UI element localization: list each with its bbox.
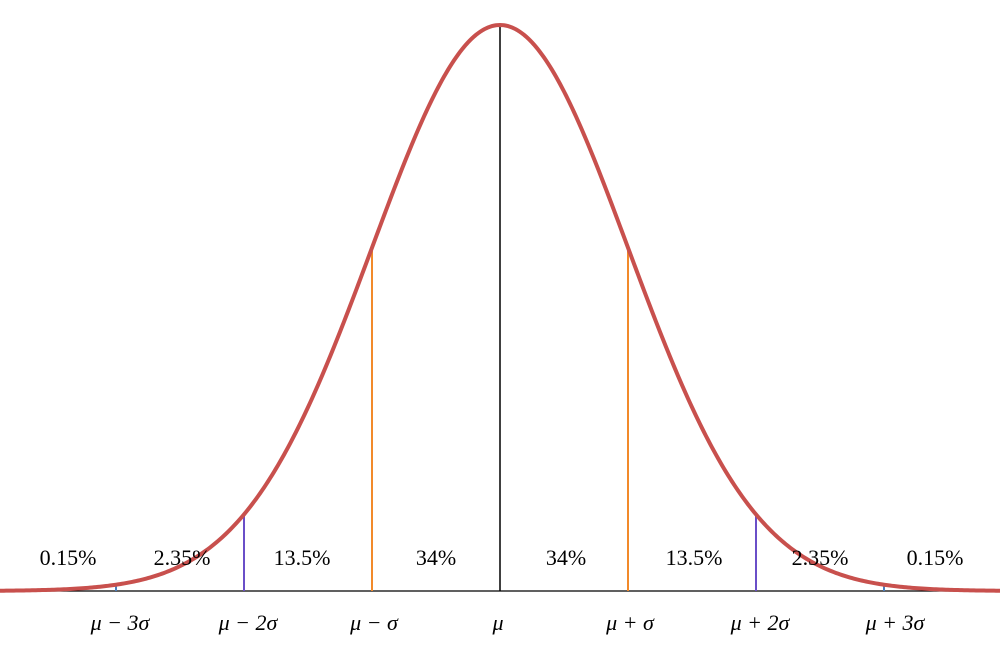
- region-label: 0.15%: [40, 545, 97, 570]
- axis-label: μ: [491, 610, 503, 635]
- axis-label: μ − 2σ: [218, 610, 279, 635]
- axis-label: μ − σ: [349, 610, 399, 635]
- axis-label: μ + σ: [605, 610, 655, 635]
- region-label: 2.35%: [792, 545, 849, 570]
- axis-label: μ + 2σ: [730, 610, 791, 635]
- normal-curve: [0, 22, 1000, 593]
- region-label: 13.5%: [274, 545, 331, 570]
- axis-label: μ − 3σ: [90, 610, 151, 635]
- region-label: 13.5%: [666, 545, 723, 570]
- region-label: 0.15%: [907, 545, 964, 570]
- region-label: 2.35%: [154, 545, 211, 570]
- region-label: 34%: [416, 545, 456, 570]
- region-label: 34%: [546, 545, 586, 570]
- axis-label: μ + 3σ: [865, 610, 926, 635]
